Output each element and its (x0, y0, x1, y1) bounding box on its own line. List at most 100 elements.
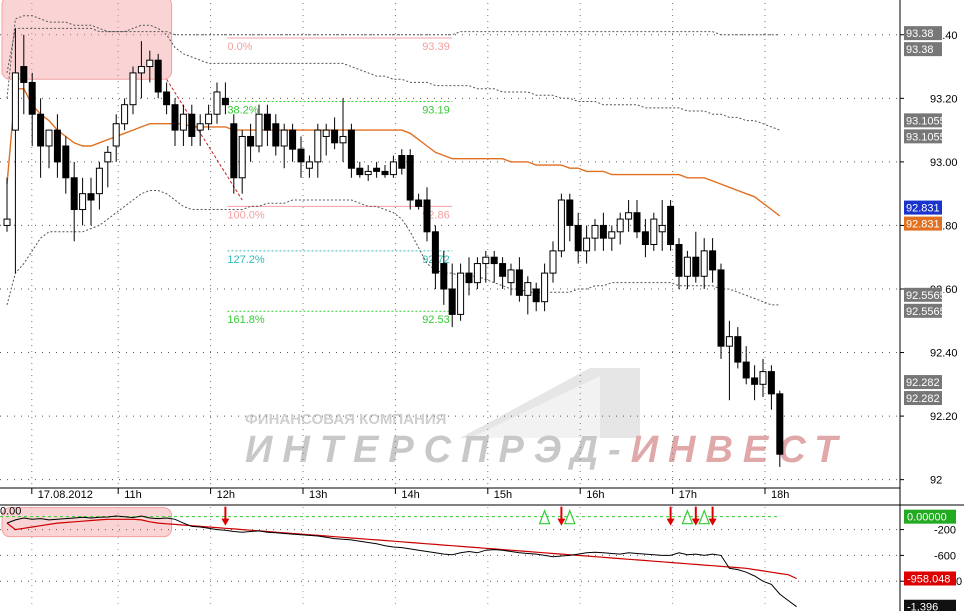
candle-body (641, 231, 649, 246)
candle-body (700, 250, 708, 277)
candle-body (28, 81, 36, 115)
watermark-company: ФИНАНСОВАЯ КОМПАНИЯ (245, 411, 446, 428)
osc-tick-label: -600 (934, 550, 956, 562)
candle-body (289, 129, 297, 150)
price-badge-text: 92.5565 (906, 290, 946, 302)
price-badge-text: 92.831 (906, 203, 940, 215)
osc-badge-text: -958.048 (907, 573, 950, 585)
candle-body (616, 218, 624, 233)
candle-body (364, 170, 372, 176)
fib-level-percent: 0.0% (227, 41, 252, 53)
time-tick-label: 16h (586, 489, 604, 501)
price-badge (904, 42, 942, 57)
oscillator-grid (0, 507, 900, 607)
signal-down-arrow-head (691, 518, 700, 526)
watermark-logo (460, 368, 640, 438)
osc-badge-text: -1,396 (907, 602, 938, 611)
candle-body (532, 288, 540, 303)
candle-body (465, 272, 473, 284)
candle-body (591, 224, 599, 239)
candle-body (297, 148, 305, 163)
candle-body (683, 256, 691, 277)
band-upper-line (6, 15, 780, 131)
price-badge (904, 375, 942, 390)
band-outer-line (6, 27, 780, 73)
candle-body (415, 199, 423, 207)
candle-body (448, 288, 456, 315)
price-badge-text: 93.1055 (906, 131, 946, 143)
candle-body (482, 256, 490, 265)
osc-value-line (6, 515, 797, 608)
candle-body (230, 123, 238, 179)
candle-body (742, 361, 750, 379)
svg-text:ИНТЕРСПРЭД-ИНВЕСТ: ИНТЕРСПРЭД-ИНВЕСТ (245, 429, 848, 471)
candle-body (322, 129, 330, 137)
osc-signal-line (6, 518, 797, 580)
time-axis: 17.08.2012 11h 12h 13h 14h 15h 16h 17h 18h (31, 488, 789, 501)
candle-body (633, 212, 641, 233)
highlight-box-oscillator (1, 507, 173, 538)
candle-body (717, 269, 725, 347)
signal-up-triangle (681, 509, 694, 525)
candle-body (608, 231, 616, 239)
time-tick-label: 17h (679, 489, 697, 501)
fib-level-percent: 161.8% (227, 314, 265, 326)
candle-body (11, 72, 19, 131)
fib-level-percent: 38.2% (227, 105, 258, 117)
candle-body (650, 218, 658, 246)
candle-body (221, 97, 229, 106)
candle-body (129, 72, 137, 106)
osc-badge (904, 571, 956, 586)
band-lower-line (6, 190, 780, 306)
candle-body (179, 113, 187, 131)
candle-body (37, 113, 45, 147)
candle-body (339, 135, 347, 144)
signal-down-arrow-head (666, 518, 675, 526)
watermark-brand: ИНТЕРСПРЭД- (245, 429, 631, 471)
candle-body (675, 244, 683, 277)
candle-body (87, 193, 95, 201)
price-badge-text: 93.1055 (906, 115, 946, 127)
signal-up-triangle (538, 509, 551, 525)
price-tick-label: 93.20 (930, 93, 958, 105)
osc-corner-label: 0.00 (0, 506, 21, 518)
candle-body (53, 129, 61, 163)
candle-body (658, 224, 666, 233)
candle-body (541, 272, 549, 303)
candle-body (667, 205, 675, 246)
time-tick-label: 11h (124, 489, 142, 501)
candle-body (725, 336, 733, 347)
candle-body (171, 104, 179, 131)
osc-tick-label: -200 (934, 525, 956, 537)
highlight-boxes (1, 0, 173, 538)
candle-body (507, 269, 515, 284)
candle-body (104, 151, 112, 163)
signal-down-arrow-head (708, 518, 717, 526)
candle-body (440, 263, 448, 290)
candle-body (188, 113, 196, 137)
candle-body (751, 377, 759, 385)
candle-body (625, 212, 633, 220)
signal-down-arrow-head (557, 518, 566, 526)
candle-body (121, 104, 129, 125)
candle-body (62, 145, 70, 179)
price-badge (904, 26, 942, 41)
candle-body (457, 272, 465, 315)
candle-body (79, 193, 87, 211)
envelope-bands (6, 15, 780, 306)
candle-body (734, 336, 742, 363)
candle-body (255, 113, 263, 147)
candle-body (759, 371, 767, 385)
candle-body (70, 177, 78, 211)
candle-body (599, 224, 607, 239)
price-badges: 93.38 93.38 93.1055 93.1055 92.831 92.831 92.5… (904, 26, 946, 406)
price-badge-text: 92.831 (906, 219, 940, 231)
candle-body (95, 167, 103, 195)
time-tick-label: 17.08.2012 (38, 489, 93, 501)
osc-badge (904, 599, 956, 611)
osc-badge-text: 0.00000 (907, 512, 947, 524)
candle-body (423, 199, 431, 233)
